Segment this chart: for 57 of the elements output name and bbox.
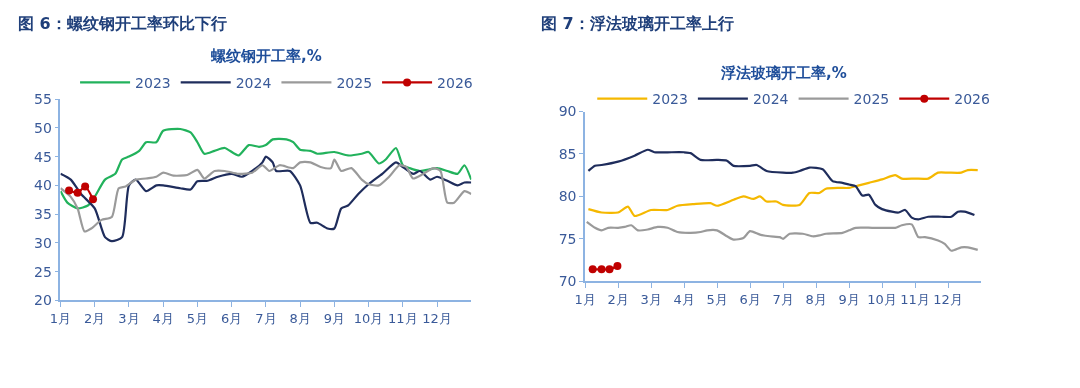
x-tick-label: 6月 — [739, 291, 761, 307]
y-tick-label: 35 — [34, 206, 52, 223]
y-tick-label: 55 — [34, 90, 52, 107]
y-tick-label: 40 — [34, 177, 52, 194]
chart-title: 图 7：浮法玻璃开工率上行 — [541, 14, 734, 33]
y-tick-label: 45 — [34, 148, 52, 165]
legend-label: 2023 — [135, 74, 171, 91]
y-tick-label: 70 — [558, 273, 577, 290]
line-series — [60, 127, 472, 210]
x-tick-label: 11月 — [388, 310, 418, 326]
x-tick-label: 7月 — [772, 291, 794, 307]
y-tick-label: 75 — [558, 230, 577, 247]
x-tick-label: 6月 — [221, 310, 243, 326]
point — [65, 186, 74, 195]
point — [73, 188, 82, 197]
x-tick-label: 10月 — [867, 291, 897, 307]
point — [89, 195, 98, 204]
y-tick-label: 30 — [34, 234, 52, 251]
x-tick-label: 8月 — [289, 310, 311, 326]
chart-title: 图 6：螺纹钢开工率环比下行 — [18, 14, 227, 33]
x-tick-label: 11月 — [900, 291, 930, 307]
legend-label: 2023 — [652, 91, 688, 108]
line-series — [587, 148, 976, 221]
y-tick-label: 25 — [34, 263, 52, 280]
x-tick-label: 7月 — [255, 310, 277, 326]
x-tick-label: 3月 — [640, 291, 662, 307]
x-tick-label: 9月 — [838, 291, 860, 307]
x-tick-label: 4月 — [152, 310, 174, 326]
x-tick-label: 4月 — [673, 291, 695, 307]
y-tick-label: 20 — [34, 292, 52, 309]
x-tick-label: 3月 — [118, 310, 140, 326]
y-tick-label: 80 — [558, 188, 577, 205]
chart-subtitle: 浮法玻璃开工率,% — [720, 64, 847, 82]
x-tick-label: 12月 — [933, 291, 963, 307]
x-tick-label: 9月 — [323, 310, 345, 326]
legend-label: 2025 — [336, 74, 373, 91]
x-tick-label: 5月 — [186, 310, 209, 326]
legend-label: 2024 — [752, 91, 789, 108]
legend-label: 2025 — [853, 91, 890, 108]
x-tick-label: 1月 — [49, 310, 72, 326]
x-tick-label: 1月 — [574, 291, 596, 307]
x-tick-label: 5月 — [706, 291, 728, 307]
chart-subtitle: 螺纹钢开工率,% — [210, 47, 322, 65]
legend-label: 2026 — [954, 91, 990, 108]
y-tick-label: 90 — [558, 103, 577, 120]
line-series — [587, 168, 979, 218]
legend-label: 2024 — [235, 74, 272, 91]
x-tick-label: 2月 — [607, 291, 629, 307]
point — [81, 182, 90, 191]
y-tick-label: 85 — [558, 145, 577, 162]
line-series — [585, 220, 979, 252]
x-tick-label: 2月 — [84, 310, 106, 326]
x-tick-label: 8月 — [805, 291, 827, 307]
y-tick-label: 50 — [34, 119, 52, 136]
x-tick-label: 10月 — [353, 310, 384, 326]
x-tick-label: 12月 — [422, 310, 452, 326]
legend-label: 2026 — [437, 74, 473, 91]
